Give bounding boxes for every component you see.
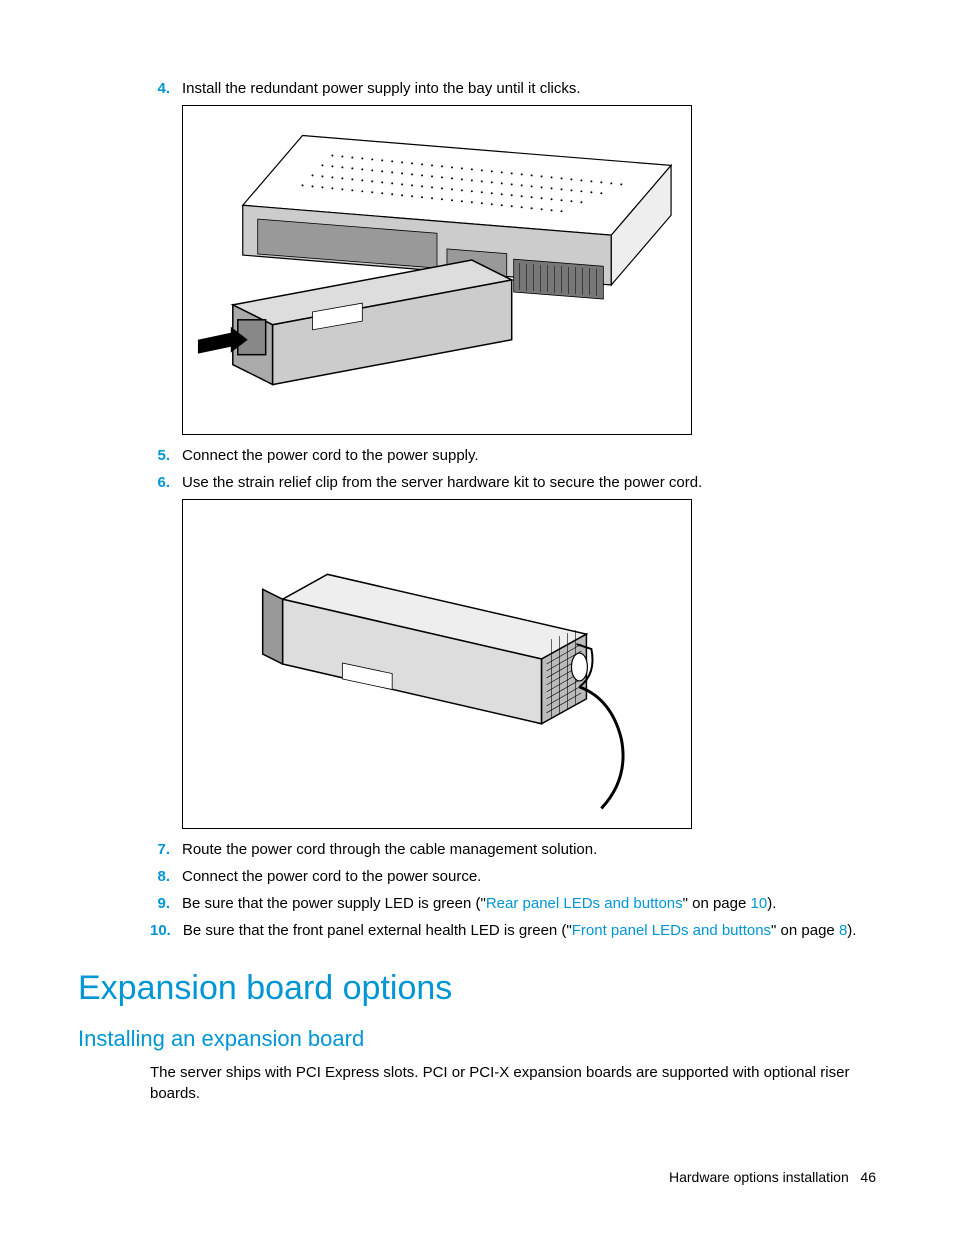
- heading-expansion-board-options: Expansion board options: [78, 969, 876, 1008]
- step-number: 9.: [150, 893, 182, 914]
- link-rear-panel-leds[interactable]: Rear panel LEDs and buttons: [486, 895, 683, 912]
- footer-page-number: 46: [860, 1169, 876, 1185]
- step-number: 4.: [150, 78, 182, 99]
- step-text-pre: Be sure that the front panel external he…: [183, 922, 572, 939]
- step-text: Be sure that the power supply LED is gre…: [182, 893, 876, 914]
- step-10: 10. Be sure that the front panel externa…: [150, 920, 876, 941]
- link-front-panel-leds[interactable]: Front panel LEDs and buttons: [572, 922, 771, 939]
- body-paragraph: The server ships with PCI Express slots.…: [150, 1062, 876, 1104]
- step-text: Install the redundant power supply into …: [182, 78, 876, 99]
- page-footer: Hardware options installation 46: [669, 1169, 876, 1185]
- step-6: 6. Use the strain relief clip from the s…: [150, 472, 876, 493]
- step-text: Be sure that the front panel external he…: [183, 920, 876, 941]
- figure-power-supply-install: [182, 105, 692, 435]
- step-9: 9. Be sure that the power supply LED is …: [150, 893, 876, 914]
- step-text: Route the power cord through the cable m…: [182, 839, 876, 860]
- link-page-10[interactable]: 10: [751, 895, 768, 912]
- step-text: Connect the power cord to the power supp…: [182, 445, 876, 466]
- step-text-pre: Be sure that the power supply LED is gre…: [182, 895, 486, 912]
- step-number: 10.: [150, 920, 183, 941]
- step-5: 5. Connect the power cord to the power s…: [150, 445, 876, 466]
- step-4: 4. Install the redundant power supply in…: [150, 78, 876, 99]
- step-text-post: ).: [847, 922, 856, 939]
- step-number: 7.: [150, 839, 182, 860]
- step-number: 6.: [150, 472, 182, 493]
- step-text: Use the strain relief clip from the serv…: [182, 472, 876, 493]
- step-8: 8. Connect the power cord to the power s…: [150, 866, 876, 887]
- step-text-post: ).: [767, 895, 776, 912]
- step-number: 8.: [150, 866, 182, 887]
- step-text-mid: " on page: [683, 895, 751, 912]
- step-text: Connect the power cord to the power sour…: [182, 866, 876, 887]
- step-7: 7. Route the power cord through the cabl…: [150, 839, 876, 860]
- step-text-mid: " on page: [771, 922, 839, 939]
- footer-section: Hardware options installation: [669, 1169, 849, 1185]
- figure-power-cord-clip: [182, 499, 692, 829]
- heading-installing-expansion-board: Installing an expansion board: [78, 1026, 876, 1052]
- step-number: 5.: [150, 445, 182, 466]
